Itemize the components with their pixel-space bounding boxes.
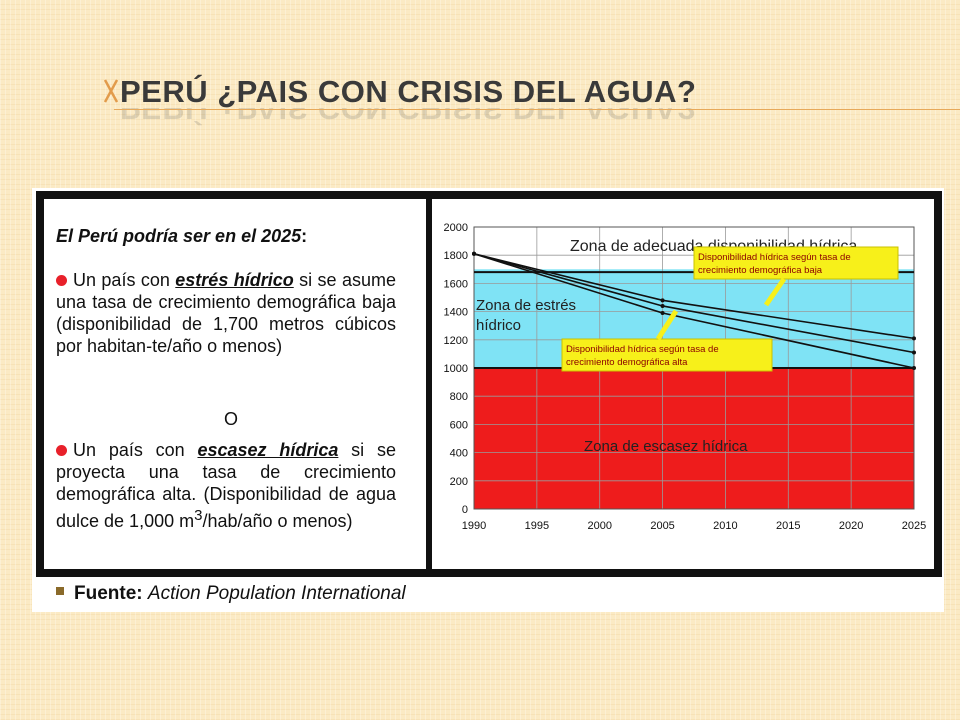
x-tick-label: 2020	[839, 520, 863, 532]
x-mark-icon	[104, 79, 118, 103]
y-tick-label: 0	[462, 504, 468, 516]
x-tick-label: 2000	[587, 520, 611, 532]
x-tick-label: 2025	[902, 520, 926, 532]
x-tick-label: 2005	[650, 520, 674, 532]
text-box: El Perú podría ser en el 2025: Un país c…	[44, 199, 426, 569]
bullet-dot	[56, 275, 67, 286]
zone-label-stress-1: Zona de estrés	[476, 297, 576, 314]
bullet-dot	[56, 445, 67, 456]
bullet-stress-em: estrés hídrico	[175, 270, 294, 290]
series-point	[660, 303, 665, 308]
callout-low-arrow	[763, 277, 787, 307]
heading-prefix: El Perú podría ser en el 2025	[56, 226, 302, 246]
bullet-scarcity: Un país con escasez hídrica si se proyec…	[56, 439, 396, 532]
heading-suffix: :	[301, 226, 308, 246]
callout-low-box	[693, 246, 899, 280]
source-line: Fuente: Action Population International	[56, 583, 406, 605]
y-tick-label: 2000	[444, 222, 468, 234]
zone-band	[474, 368, 914, 509]
y-tick-label: 1800	[444, 250, 468, 262]
series-point	[912, 350, 916, 355]
y-tick-label: 200	[450, 476, 468, 488]
y-tick-label: 1600	[444, 278, 468, 290]
x-tick-label: 2010	[713, 520, 737, 532]
page-title: Perú ¿pais con crisis del agua?	[120, 74, 697, 109]
series-point	[660, 311, 665, 316]
x-tick-label: 2015	[776, 520, 800, 532]
zone-label-stress-2: hídrico	[476, 317, 521, 334]
bullet-scarcity-sup: 3	[194, 507, 203, 524]
text-heading: El Perú podría ser en el 2025:	[56, 225, 307, 247]
bullet-stress: Un país con estrés hídrico si se asume u…	[56, 269, 396, 357]
bullet-scarcity-em: escasez hídrica	[197, 440, 339, 460]
callout-low-text-2: crecimiento demográfica baja	[698, 265, 823, 276]
source-value: Action Population International	[147, 583, 406, 604]
content-panel: El Perú podría ser en el 2025: Un país c…	[32, 188, 944, 612]
callout-high-box	[561, 338, 773, 372]
callout-high-arrow	[655, 309, 679, 341]
callout-high-text-2: crecimiento demográfica alta	[566, 357, 688, 368]
series-point	[472, 251, 476, 256]
bullet-scarcity-pre: Un país con	[73, 440, 198, 460]
y-tick-label: 1000	[444, 363, 468, 375]
content-frame: El Perú podría ser en el 2025: Un país c…	[36, 191, 942, 577]
y-tick-label: 600	[450, 419, 468, 431]
x-tick-label: 1990	[462, 520, 486, 532]
bullet-scarcity-post: si se proyecta una tasa de crecimiento d…	[56, 440, 396, 531]
series-point	[912, 336, 916, 341]
square-bullet-icon	[56, 587, 64, 595]
y-tick-label: 1200	[444, 335, 468, 347]
title-rule	[114, 109, 960, 110]
source-label: Fuente:	[74, 583, 143, 604]
page-title-reflection: Perú ¿pais con crisis del agua?	[120, 108, 697, 126]
bullet-stress-pre: Un país con	[73, 270, 176, 290]
zone-label-scarcity: Zona de escasez hídrica	[584, 438, 748, 455]
series-point	[912, 366, 916, 370]
y-tick-label: 400	[450, 448, 468, 460]
callout-high-text-1: Disponibilidad hídrica según tasa de	[566, 344, 719, 355]
y-tick-label: 1400	[444, 307, 468, 319]
bullet-scarcity-post2: /hab/año o menos)	[202, 511, 353, 531]
chart-box: 0 200 400 600 800 1000 1200 1400 1600 1800 2000 19…	[432, 199, 934, 569]
y-tick-label: 800	[450, 391, 468, 403]
callout-low-text-1: Disponibilidad hídrica según tasa de	[698, 252, 851, 263]
bullet-stress-post: si se asume una tasa de crecimiento demo…	[56, 270, 396, 356]
series-point	[660, 298, 665, 303]
separator-o: O	[224, 409, 239, 429]
x-tick-label: 1995	[525, 520, 549, 532]
water-availability-chart: 0 200 400 600 800 1000 1200 1400 1600 1800 2000 19…	[444, 222, 926, 538]
